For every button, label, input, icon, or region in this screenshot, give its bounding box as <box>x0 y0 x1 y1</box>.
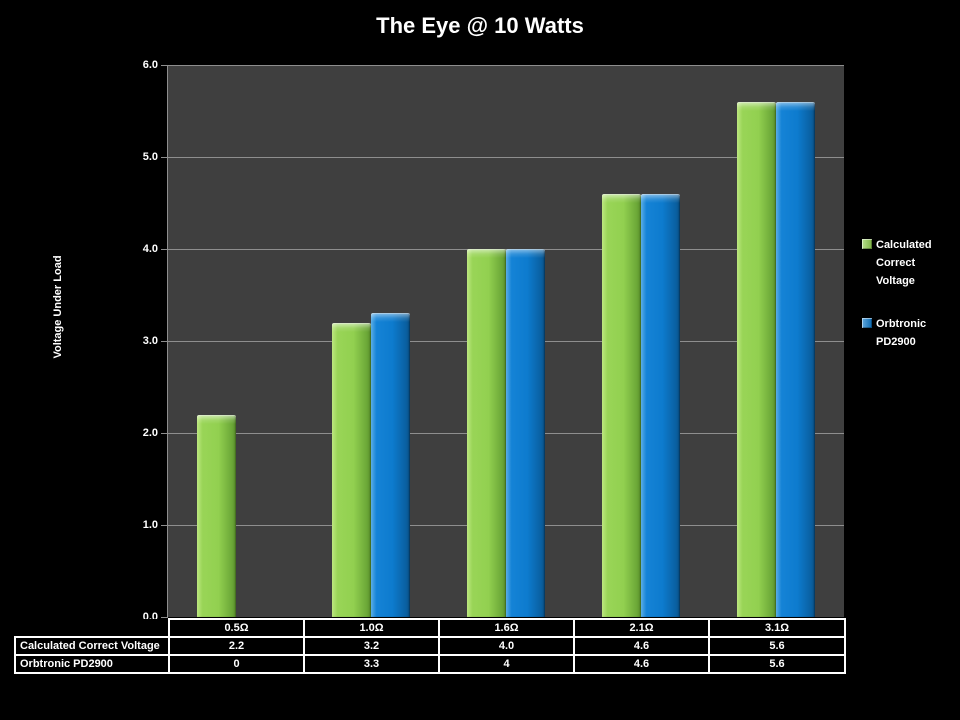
bar-calculated-correct-voltage-4 <box>737 101 777 617</box>
bar-calculated-correct-voltage-3 <box>602 193 642 617</box>
bar-calculated-correct-voltage-1 <box>331 322 371 617</box>
y-tick-label: 2.0 <box>142 427 158 439</box>
legend-label: Orbtronic PD2900 <box>876 318 927 348</box>
legend-swatch-icon <box>862 239 872 249</box>
category-cell: 2.1Ω <box>573 618 710 638</box>
series-name-cell: Orbtronic PD2900 <box>14 654 170 674</box>
y-tick <box>161 525 167 526</box>
value-cell: 0 <box>168 654 305 674</box>
y-tick <box>161 65 167 66</box>
series-name-cell: Calculated Correct Voltage <box>14 636 170 656</box>
y-tick <box>161 433 167 434</box>
value-cell: 3.3 <box>303 654 440 674</box>
bar-orbtronic-pd2900-1 <box>370 313 410 617</box>
legend-item-orbtronic-pd2900: Orbtronic PD2900 <box>862 315 956 351</box>
value-cell: 5.6 <box>708 654 846 674</box>
value-cell: 4.6 <box>573 654 710 674</box>
legend-swatch-icon <box>862 318 872 328</box>
value-cell: 5.6 <box>708 636 846 656</box>
y-tick <box>161 157 167 158</box>
category-cell: 0.5Ω <box>168 618 305 638</box>
bar-orbtronic-pd2900-2 <box>506 249 545 617</box>
category-cell: 1.0Ω <box>303 618 440 638</box>
y-axis-title: Voltage Under Load <box>52 255 64 359</box>
y-tick-label: 1.0 <box>142 519 158 531</box>
table-corner-blank <box>15 619 169 637</box>
table-row-calculated-correct-voltage: Calculated Correct Voltage 2.2 3.2 4.0 4.6 5.… <box>14 636 846 656</box>
y-tick <box>161 341 167 342</box>
bar-orbtronic-pd2900-3 <box>641 193 681 617</box>
table-row-categories: 0.5Ω 1.0Ω 1.6Ω 2.1Ω 3.1Ω <box>15 618 846 638</box>
legend-label: Calculated Correct Voltage <box>876 239 932 287</box>
y-axis-line <box>167 65 168 618</box>
category-cell: 1.6Ω <box>438 618 575 638</box>
y-tick-label: 4.0 <box>142 243 158 255</box>
table-row-orbtronic-pd2900: Orbtronic PD2900 0 3.3 4 4.6 5.6 <box>14 654 846 674</box>
chart-title: The Eye @ 10 Watts <box>376 13 584 38</box>
bar-orbtronic-pd2900-4 <box>776 101 816 617</box>
data-table: 0.5Ω 1.0Ω 1.6Ω 2.1Ω 3.1Ω Calculated Correct V… <box>14 618 846 674</box>
y-tick <box>161 249 167 250</box>
value-cell: 4 <box>438 654 575 674</box>
bar-calculated-correct-voltage-0 <box>196 414 236 617</box>
value-cell: 3.2 <box>303 636 440 656</box>
category-cell: 3.1Ω <box>708 618 846 638</box>
bar-calculated-correct-voltage-2 <box>467 249 506 617</box>
plot-area <box>168 65 844 617</box>
legend-item-calculated-correct-voltage: Calculated Correct Voltage <box>862 236 956 290</box>
value-cell: 4.0 <box>438 636 575 656</box>
y-tick-label: 3.0 <box>142 335 158 347</box>
gridline <box>168 65 844 66</box>
y-tick-label: 5.0 <box>142 151 158 163</box>
y-tick-label: 6.0 <box>142 59 158 71</box>
gridline <box>168 157 844 158</box>
value-cell: 2.2 <box>168 636 305 656</box>
y-tick <box>161 617 167 618</box>
value-cell: 4.6 <box>573 636 710 656</box>
